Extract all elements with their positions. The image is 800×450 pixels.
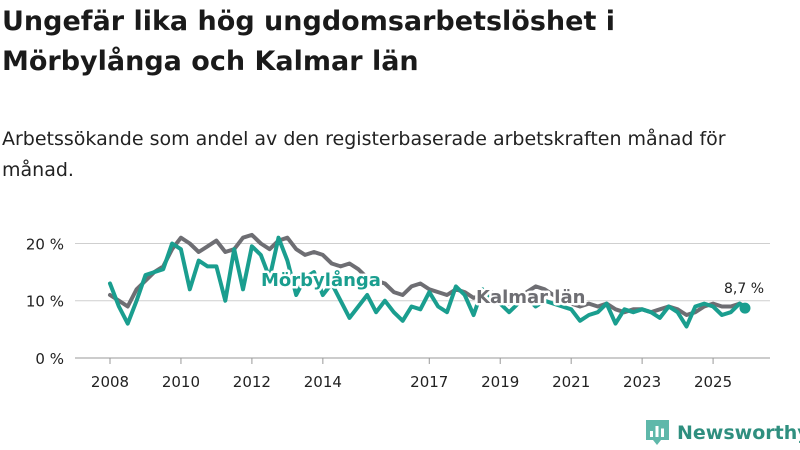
x-tick-label: 2025 [694, 373, 732, 391]
last-value-label: 8,7 % [724, 281, 764, 297]
newsworthy-logo-icon [646, 420, 669, 445]
y-tick-label: 0 % [35, 350, 64, 368]
series-label-morbylanga: Mörbylånga [261, 269, 381, 291]
series-line-morbylanga [108, 235, 747, 329]
last-value-marker [739, 302, 751, 314]
x-tick-label: 2019 [481, 373, 519, 391]
x-tick-label: 2014 [304, 373, 342, 391]
newsworthy-brand: Newsworthy [645, 420, 800, 445]
series-label-kalmar: Kalmar län [476, 287, 585, 308]
x-tick-label: 2023 [623, 373, 661, 391]
y-tick-label: 20 % [26, 235, 64, 253]
tick-layer: 0 % 10 % 20 % 2008 2010 2012 2014 2017 2019 2021 2… [26, 235, 732, 391]
label-layer: Mörbylånga Kalmar län 8,7 % [259, 267, 764, 314]
x-tick-label: 2021 [552, 373, 590, 391]
chart-subtitle: Arbetssökande som andel av den registerb… [2, 128, 726, 181]
x-tick-label: 2012 [233, 373, 271, 391]
y-tick-label: 10 % [26, 293, 64, 311]
x-tick-label: 2017 [410, 373, 448, 391]
series-layer [108, 232, 747, 329]
chart-title: Ungefär lika hög ungdomsarbetslöshet i M… [2, 6, 616, 77]
x-tick-label: 2008 [91, 373, 129, 391]
series-line-kalmar [108, 232, 747, 317]
x-tick-label: 2010 [162, 373, 200, 391]
brand-name: Newsworthy [677, 421, 800, 444]
grid-layer [75, 242, 770, 359]
